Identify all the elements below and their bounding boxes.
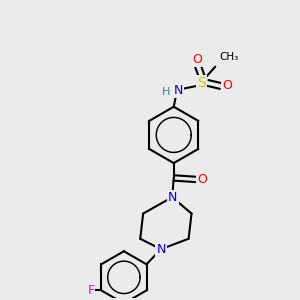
Text: O: O — [193, 53, 202, 66]
Text: CH₃: CH₃ — [220, 52, 239, 62]
Text: O: O — [197, 173, 207, 186]
Text: S: S — [198, 76, 206, 90]
Text: N: N — [173, 84, 183, 97]
Text: F: F — [87, 284, 94, 297]
Text: O: O — [222, 80, 232, 92]
Text: N: N — [168, 191, 178, 204]
Text: N: N — [156, 243, 166, 256]
Text: H: H — [162, 87, 170, 97]
